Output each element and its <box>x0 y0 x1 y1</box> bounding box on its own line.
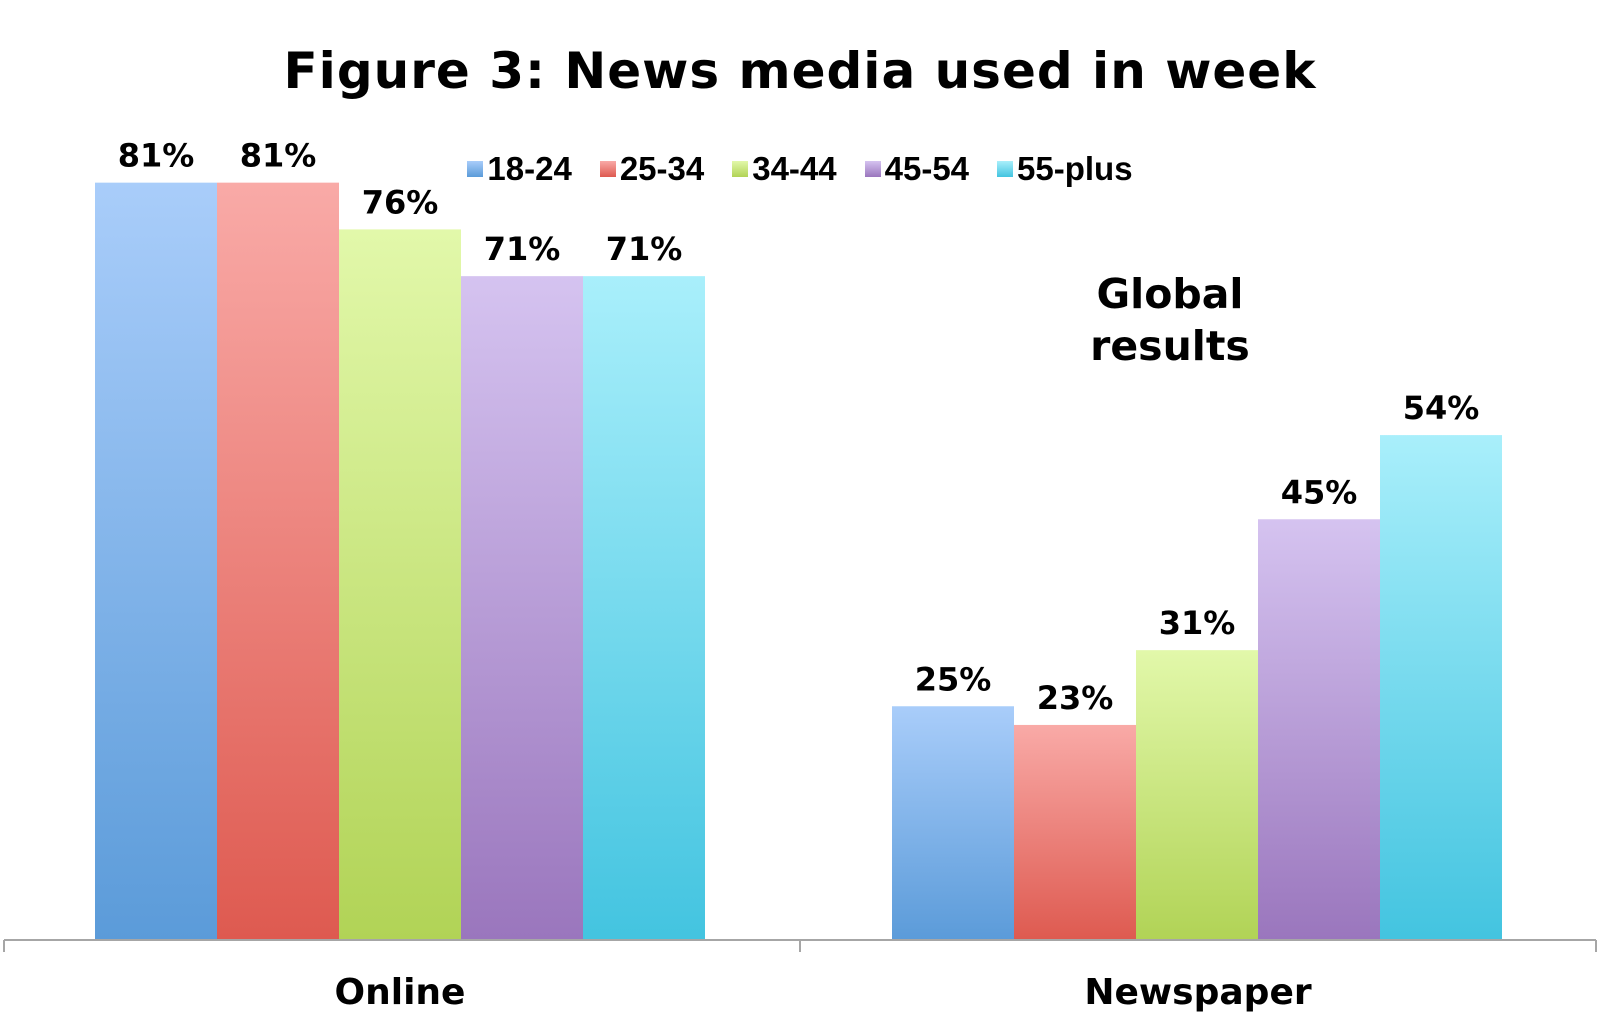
legend-label: 45-54 <box>884 150 970 187</box>
legend-swatch <box>467 161 484 177</box>
chart-annotation: Global results <box>1090 270 1250 370</box>
legend-label: 18-24 <box>487 150 572 187</box>
bar-newspaper-18-24 <box>892 706 1014 940</box>
x-axis <box>3 939 1597 952</box>
bar-newspaper-55-plus <box>1380 435 1502 940</box>
legend-swatch <box>864 161 881 177</box>
legend-item: 25-34 <box>599 150 705 188</box>
data-label: 31% <box>1159 604 1236 642</box>
bars-layer: 81% 81% 76% 71% 71% Online 25% 23% 31% 45% 54% News… <box>95 137 1502 1013</box>
data-label: 71% <box>606 230 683 268</box>
data-label: 23% <box>1037 679 1114 717</box>
data-label: 45% <box>1281 473 1358 511</box>
data-label: 54% <box>1403 389 1480 427</box>
bar-online-25-34 <box>217 182 339 940</box>
bar-online-45-54 <box>461 276 583 940</box>
legend-item: 18-24 <box>467 150 572 188</box>
chart-title: Figure 3: News media used in week <box>283 42 1317 100</box>
bar-online-18-24 <box>95 182 217 940</box>
bar-online-34-44 <box>339 229 461 940</box>
x-tick-label-newspaper: Newspaper <box>1084 972 1311 1013</box>
legend-swatch <box>732 161 749 177</box>
data-label: 25% <box>915 660 992 698</box>
data-label: 81% <box>240 137 317 175</box>
bar-newspaper-34-44 <box>1136 650 1258 940</box>
legend-label: 25-34 <box>619 150 705 187</box>
data-label: 76% <box>362 183 439 221</box>
legend-label: 34-44 <box>752 150 837 187</box>
data-label: 81% <box>118 137 195 175</box>
bar-online-55-plus <box>583 276 705 940</box>
bar-newspaper-45-54 <box>1258 519 1380 940</box>
data-label: 71% <box>484 230 561 268</box>
legend-label: 55-plus <box>1017 150 1133 187</box>
legend-item: 55-plus <box>997 150 1133 188</box>
x-tick-label-online: Online <box>335 972 466 1013</box>
legend-item: 34-44 <box>732 150 837 188</box>
legend-swatch <box>997 161 1014 177</box>
bar-newspaper-25-34 <box>1014 724 1136 940</box>
legend: 18-24 25-34 34-44 45-54 55-plus <box>0 150 1600 188</box>
legend-swatch <box>599 161 616 177</box>
legend-item: 45-54 <box>864 150 970 188</box>
